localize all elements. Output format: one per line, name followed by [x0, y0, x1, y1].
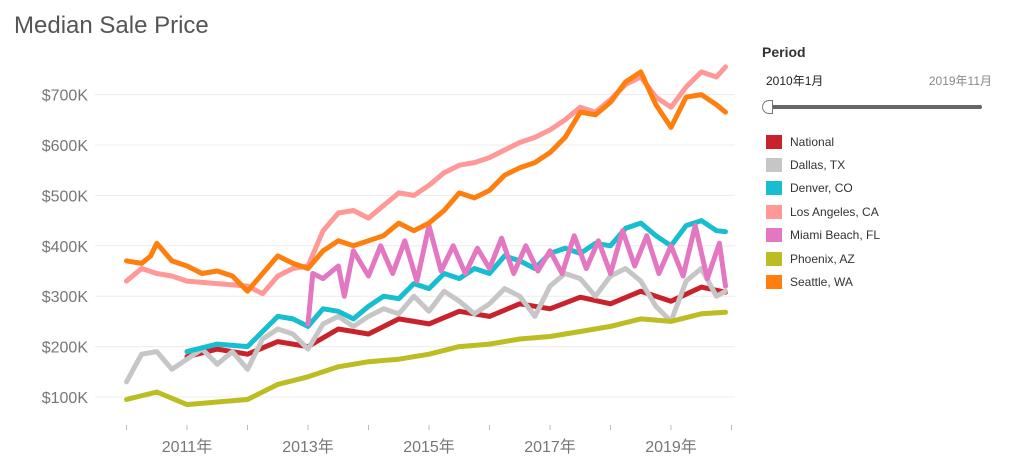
legend-swatch [766, 228, 782, 243]
legend-label: Los Angeles, CA [790, 204, 879, 219]
period-start-label: 2010年1月 [766, 74, 824, 88]
y-tick-label: $600K [42, 138, 89, 155]
legend-item[interactable]: Miami Beach, FL [762, 224, 880, 247]
y-tick-label: $200K [42, 340, 89, 357]
legend-item[interactable]: Phoenix, AZ [762, 247, 880, 270]
period-label: Period [762, 44, 806, 60]
period-slider[interactable] [762, 100, 986, 114]
series-line-national[interactable] [184, 284, 728, 360]
x-tick-label: 2013年 [282, 438, 334, 456]
y-tick-label: $300K [42, 289, 89, 306]
legend-label: Miami Beach, FL [790, 228, 881, 243]
legend: National Dallas, TX Denver, CO Los Angeles,… [762, 130, 880, 294]
legend-label: National [790, 134, 835, 149]
legend-item[interactable]: National [762, 130, 880, 153]
filter-panel: Period 2010年1月 2019年11月 National Dallas, … [762, 44, 1002, 290]
series-line-denver-co[interactable] [184, 218, 728, 355]
legend-swatch [766, 275, 782, 290]
series-line-seattle-wa[interactable] [124, 69, 728, 294]
legend-item[interactable]: Los Angeles, CA [762, 200, 880, 223]
period-slider-handle[interactable] [762, 100, 773, 114]
x-tick-label: 2015年 [403, 438, 455, 456]
legend-label: Seattle, WA [790, 275, 853, 290]
line-chart: $100K $200K $300K $400K $500K $600K $700K 2011年… [42, 64, 735, 456]
x-tick-label: 2017年 [524, 438, 576, 456]
y-tick-label: $400K [42, 239, 89, 256]
series-line-dallas-tx[interactable] [124, 266, 728, 385]
legend-item[interactable]: Denver, CO [762, 177, 880, 200]
legend-swatch [766, 251, 782, 266]
series-line-miami-beach-fl[interactable] [305, 223, 728, 327]
legend-item[interactable]: Seattle, WA [762, 270, 880, 293]
legend-swatch [766, 204, 782, 219]
legend-item[interactable]: Dallas, TX [762, 153, 880, 176]
legend-swatch [766, 181, 782, 196]
legend-swatch [766, 134, 782, 149]
legend-label: Denver, CO [790, 181, 853, 196]
period-end-label: 2019年11月 [928, 74, 992, 88]
y-tick-label: $100K [42, 390, 89, 407]
x-tick-label: 2019年 [645, 438, 697, 456]
y-tick-label: $700K [42, 88, 89, 105]
period-range-labels: 2010年1月 2019年11月 [762, 72, 1002, 88]
period-slider-track[interactable] [770, 105, 982, 109]
chart-title: Median Sale Price [14, 12, 209, 39]
x-tick-label: 2011年 [162, 438, 212, 456]
legend-swatch [766, 158, 782, 173]
series-line-phoenix-az[interactable] [124, 309, 728, 408]
y-tick-label: $500K [42, 188, 89, 205]
legend-label: Phoenix, AZ [790, 251, 855, 266]
legend-label: Dallas, TX [790, 158, 846, 173]
